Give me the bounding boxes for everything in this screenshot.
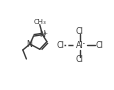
Text: Cl: Cl [75, 27, 83, 36]
Text: Cl: Cl [94, 41, 102, 50]
Text: N: N [26, 40, 32, 49]
Text: Cl: Cl [75, 55, 83, 64]
Text: ·: · [81, 38, 84, 51]
Text: N: N [39, 30, 45, 39]
Text: Cl: Cl [56, 41, 64, 50]
Text: CH₃: CH₃ [33, 19, 46, 25]
Text: +: + [42, 31, 47, 36]
Text: Al: Al [75, 41, 83, 50]
